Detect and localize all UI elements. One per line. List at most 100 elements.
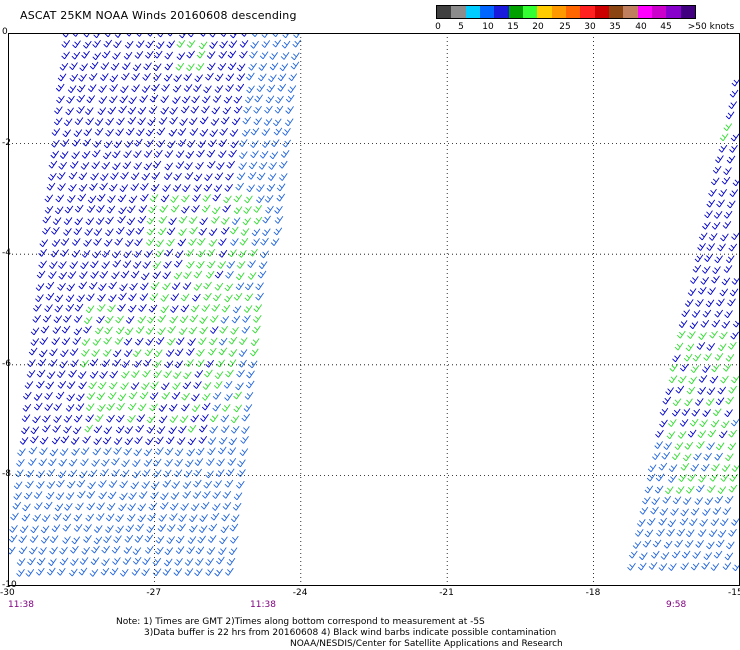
wind-barb — [218, 139, 228, 147]
wind-barb — [690, 507, 700, 516]
wind-barb — [96, 392, 106, 401]
wind-barb — [97, 107, 107, 116]
wind-barb — [60, 139, 70, 147]
wind-barb — [718, 430, 728, 439]
wind-barb — [69, 160, 79, 169]
wind-barb — [161, 391, 171, 400]
grid-lines — [8, 33, 740, 586]
wind-barb — [144, 249, 153, 258]
wind-barb — [42, 226, 51, 235]
wind-barb — [147, 513, 156, 522]
wind-barb — [228, 40, 238, 48]
wind-barb — [123, 349, 133, 358]
wind-barb — [25, 480, 34, 489]
wind-barb — [113, 437, 123, 445]
wind-barb — [164, 547, 174, 556]
wind-barb — [724, 310, 733, 319]
wind-barb — [201, 402, 211, 411]
wind-barb — [261, 128, 271, 136]
wind-barb — [730, 331, 739, 340]
wind-barb — [163, 172, 173, 181]
wind-barb — [60, 238, 70, 246]
wind-barb — [182, 184, 191, 193]
wind-barb — [183, 469, 193, 478]
wind-barb — [247, 272, 257, 280]
wind-barb — [241, 413, 251, 422]
wind-barb — [244, 293, 254, 302]
wind-barb — [678, 474, 687, 482]
wind-barb — [250, 127, 260, 136]
wind-barb — [209, 425, 218, 434]
wind-barb — [93, 437, 102, 445]
wind-barb — [664, 486, 674, 495]
wind-barb — [92, 39, 101, 48]
wind-barb — [197, 249, 206, 258]
wind-barb — [169, 106, 178, 115]
wind-barb — [124, 40, 134, 49]
wind-barb — [138, 304, 147, 312]
wind-barb — [214, 172, 224, 181]
wind-barb — [238, 162, 247, 170]
wind-barb — [717, 486, 727, 494]
wind-barb — [217, 446, 227, 455]
wind-barb — [685, 485, 695, 494]
wind-barb — [711, 364, 720, 373]
wind-barb — [661, 451, 671, 460]
wind-barb — [224, 294, 233, 303]
wind-barb — [706, 485, 716, 493]
wind-barb — [160, 95, 169, 104]
wind-barb — [162, 184, 171, 192]
wind-barb — [712, 507, 722, 515]
wind-barb — [51, 337, 60, 346]
wind-barb — [73, 513, 83, 522]
wind-barb — [86, 392, 96, 400]
wind-barb — [146, 525, 156, 533]
wind-barb — [212, 391, 222, 400]
wind-barb — [87, 195, 97, 204]
wind-barb — [158, 116, 168, 125]
wind-barb — [182, 490, 192, 499]
wind-barb — [159, 501, 169, 510]
wind-barb — [259, 150, 269, 159]
wind-barb — [128, 492, 137, 500]
wind-barb — [246, 370, 255, 379]
wind-barb — [103, 535, 112, 544]
wind-barb — [209, 414, 219, 423]
wind-barb — [32, 415, 41, 424]
wind-barb — [185, 459, 194, 468]
wind-barb — [270, 238, 280, 246]
wind-barb — [60, 349, 69, 358]
wind-barb — [81, 249, 91, 258]
wind-barb — [721, 464, 731, 472]
wind-barb — [119, 480, 128, 489]
wind-barb — [27, 557, 36, 566]
colorbar-segment-14 — [637, 6, 652, 18]
wind-barb — [139, 293, 149, 301]
wind-barb — [84, 424, 94, 433]
wind-barb — [56, 567, 66, 576]
wind-barb — [148, 304, 158, 313]
wind-barb — [107, 304, 116, 313]
wind-barb — [634, 528, 644, 537]
wind-barb — [226, 260, 236, 269]
wind-barb — [250, 40, 259, 49]
wind-barb — [28, 546, 38, 555]
wind-barb — [32, 314, 42, 323]
wind-barb — [99, 370, 108, 379]
wind-barb — [119, 184, 129, 193]
wind-barb — [59, 62, 69, 71]
wind-barb — [45, 292, 55, 301]
colorbar-tick-label: >50 knots — [687, 22, 735, 32]
wind-barb — [89, 358, 99, 367]
wind-map[interactable] — [8, 33, 740, 586]
wind-barb — [70, 558, 79, 566]
wind-barb — [66, 480, 76, 489]
wind-barb — [708, 188, 717, 197]
wind-barb — [185, 248, 195, 257]
wind-barb — [710, 419, 720, 428]
wind-barb — [722, 507, 732, 515]
wind-barb — [238, 249, 247, 258]
wind-barb — [255, 292, 264, 301]
wind-barb — [188, 117, 198, 126]
wind-barb — [106, 502, 116, 511]
